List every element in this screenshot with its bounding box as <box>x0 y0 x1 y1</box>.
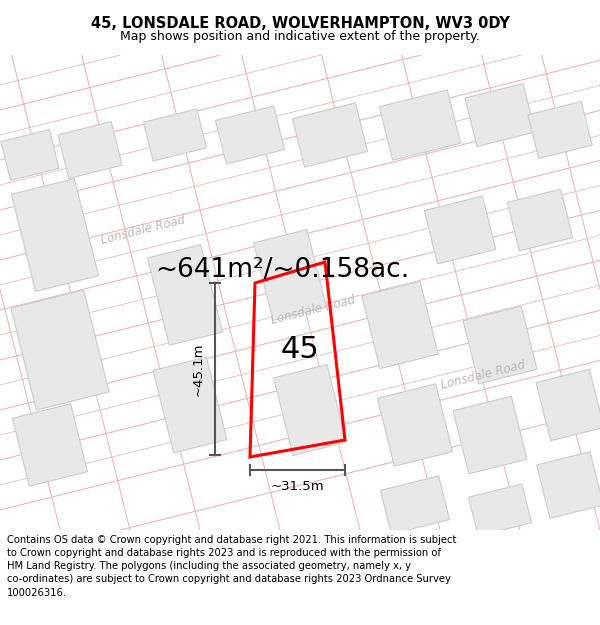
Text: Lonsdale Road: Lonsdale Road <box>100 213 187 247</box>
Text: ~641m²/~0.158ac.: ~641m²/~0.158ac. <box>155 257 409 283</box>
Polygon shape <box>377 384 452 466</box>
Polygon shape <box>11 290 109 410</box>
Polygon shape <box>143 109 206 161</box>
Text: Map shows position and indicative extent of the property.: Map shows position and indicative extent… <box>120 30 480 43</box>
Polygon shape <box>453 396 527 474</box>
Polygon shape <box>380 476 449 534</box>
Text: Lonsdale Road: Lonsdale Road <box>270 293 357 327</box>
Polygon shape <box>11 179 98 291</box>
Polygon shape <box>13 404 88 486</box>
Polygon shape <box>153 357 227 453</box>
Polygon shape <box>536 369 600 441</box>
Text: Lonsdale Road: Lonsdale Road <box>440 358 527 392</box>
Polygon shape <box>507 189 573 251</box>
Polygon shape <box>362 281 438 369</box>
Text: ~45.1m: ~45.1m <box>192 342 205 396</box>
Text: 45: 45 <box>281 336 319 364</box>
Polygon shape <box>58 121 122 179</box>
Text: 45, LONSDALE ROAD, WOLVERHAMPTON, WV3 0DY: 45, LONSDALE ROAD, WOLVERHAMPTON, WV3 0D… <box>91 16 509 31</box>
Polygon shape <box>463 306 537 384</box>
Polygon shape <box>1 129 59 181</box>
Polygon shape <box>215 106 284 164</box>
Polygon shape <box>379 90 461 160</box>
Text: ~31.5m: ~31.5m <box>271 480 325 493</box>
Polygon shape <box>465 84 535 146</box>
Text: Contains OS data © Crown copyright and database right 2021. This information is : Contains OS data © Crown copyright and d… <box>7 535 457 598</box>
Polygon shape <box>536 452 600 518</box>
Polygon shape <box>528 101 592 159</box>
Polygon shape <box>292 103 368 167</box>
Polygon shape <box>469 484 532 536</box>
Polygon shape <box>274 364 346 456</box>
Polygon shape <box>424 196 496 264</box>
Polygon shape <box>148 244 223 346</box>
Polygon shape <box>254 229 326 321</box>
